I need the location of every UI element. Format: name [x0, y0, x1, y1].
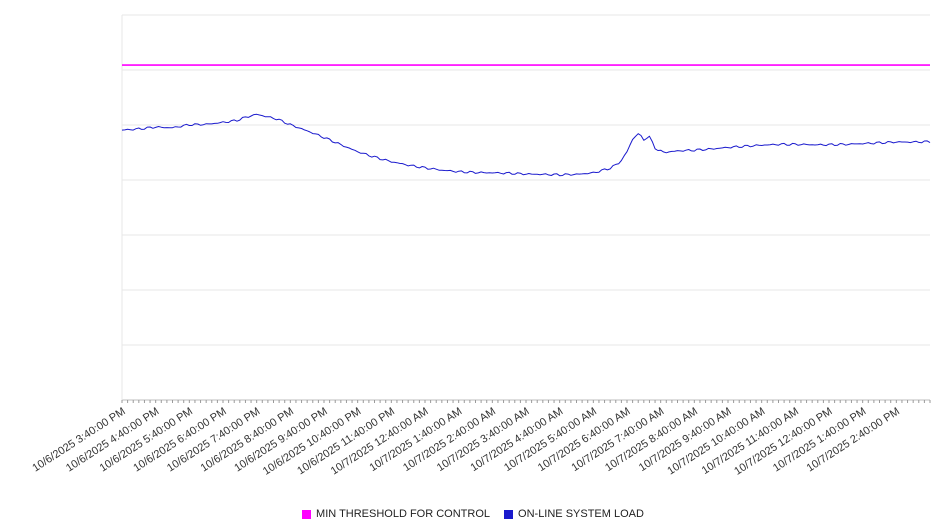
legend: MIN THRESHOLD FOR CONTROL ON-LINE SYSTEM…	[0, 508, 946, 520]
load-legend-label: ON-LINE SYSTEM LOAD	[518, 508, 644, 520]
threshold-legend-label: MIN THRESHOLD FOR CONTROL	[316, 508, 491, 520]
legend-item-load: ON-LINE SYSTEM LOAD	[504, 508, 644, 520]
threshold-legend-swatch-icon	[302, 509, 312, 519]
legend-item-threshold: MIN THRESHOLD FOR CONTROL	[302, 508, 490, 520]
load-series-line	[121, 113, 931, 177]
load-legend-swatch-icon	[504, 509, 514, 519]
